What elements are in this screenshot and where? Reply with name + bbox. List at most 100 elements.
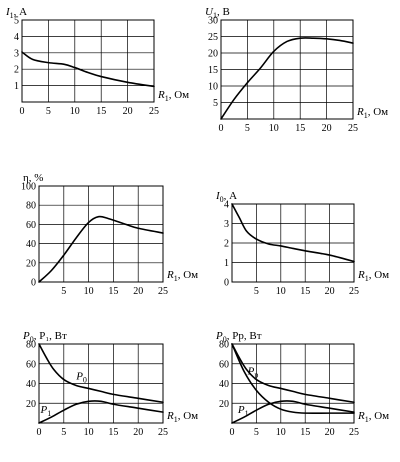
x-tick-label: 20 bbox=[133, 286, 143, 297]
y-axis-label: U1, В bbox=[205, 6, 230, 20]
x-tick-label: 25 bbox=[158, 286, 168, 297]
y-tick-label: 2 bbox=[224, 239, 229, 250]
chart-p0p-grid bbox=[232, 344, 354, 423]
x-tick-label: 5 bbox=[61, 286, 66, 297]
y-tick-label: 4 bbox=[14, 32, 19, 43]
y-tick-label: 80 bbox=[26, 201, 36, 212]
x-tick-label: 10 bbox=[276, 286, 286, 297]
x-axis-label-unit: , Ом bbox=[369, 410, 389, 422]
y-tick-label: 60 bbox=[26, 359, 36, 370]
x-tick-label: 0 bbox=[230, 427, 235, 438]
y-axis-label-symbol: I bbox=[215, 190, 221, 202]
y-tick-label: 2 bbox=[14, 65, 19, 76]
x-axis-label-subscript: 1 bbox=[364, 111, 368, 120]
x-tick-label: 20 bbox=[133, 427, 143, 438]
y-tick-label: 40 bbox=[26, 239, 36, 250]
x-tick-label: 0 bbox=[219, 123, 224, 134]
x-axis-label-subscript: 1 bbox=[365, 274, 369, 283]
curve-label-subscript: 0 bbox=[83, 376, 87, 385]
y-tick-label: 80 bbox=[26, 340, 36, 351]
series-line bbox=[231, 203, 355, 263]
x-axis-label: R1, Ом bbox=[356, 106, 388, 120]
y-tick-label: 20 bbox=[208, 49, 218, 60]
x-tick-label: 10 bbox=[84, 427, 94, 438]
x-tick-label: 25 bbox=[349, 286, 359, 297]
chart-eta-frame bbox=[38, 185, 164, 283]
x-axis-label-symbol: R bbox=[166, 410, 174, 422]
y-tick-label: 20 bbox=[26, 258, 36, 269]
x-axis-label-symbol: R bbox=[166, 269, 174, 281]
curve-label: P1 bbox=[39, 404, 51, 418]
y-axis-label: P0, P₁, Вт bbox=[22, 330, 67, 344]
curve-label: P0 bbox=[75, 371, 87, 385]
y-axis-label: P0, Pp, Вт bbox=[215, 330, 262, 344]
curve-label-subscript: 1 bbox=[47, 409, 51, 418]
y-axis-label-subscript: 1 bbox=[10, 11, 14, 20]
series-line bbox=[21, 51, 155, 88]
curve-label: Pp bbox=[247, 366, 259, 380]
x-axis-label: R1, Ом bbox=[166, 410, 198, 424]
x-axis-label-unit: , Ом bbox=[169, 89, 189, 101]
curve-label-symbol: P bbox=[75, 371, 83, 383]
y-tick-label: 25 bbox=[208, 32, 218, 43]
y-tick-label: 1 bbox=[224, 258, 229, 269]
series-line-p1 bbox=[38, 400, 164, 424]
series-line-pp bbox=[231, 343, 355, 415]
y-axis-label-symbol: U bbox=[205, 6, 214, 18]
x-tick-label: 20 bbox=[123, 106, 133, 117]
x-tick-label: 5 bbox=[254, 427, 259, 438]
y-tick-label: 0 bbox=[224, 278, 229, 289]
x-tick-label: 25 bbox=[349, 427, 359, 438]
x-axis-label-symbol: R bbox=[356, 106, 364, 118]
y-tick-label: 30 bbox=[208, 16, 218, 27]
chart-i1-grid bbox=[22, 20, 154, 102]
y-tick-label: 3 bbox=[224, 219, 229, 230]
y-axis-label-unit: , P₁, Вт bbox=[34, 330, 67, 342]
x-tick-label: 0 bbox=[20, 106, 25, 117]
y-tick-label: 15 bbox=[208, 65, 218, 76]
y-tick-label: 80 bbox=[219, 340, 229, 351]
y-tick-label: 20 bbox=[26, 399, 36, 410]
chart-i0-grid bbox=[232, 204, 354, 282]
x-axis-label-subscript: 1 bbox=[174, 274, 178, 283]
x-axis-label-subscript: 1 bbox=[174, 415, 178, 424]
curve-label-symbol: P bbox=[247, 366, 255, 378]
x-tick-label: 25 bbox=[158, 427, 168, 438]
x-tick-label: 10 bbox=[70, 106, 80, 117]
x-axis-label-subscript: 1 bbox=[165, 94, 169, 103]
y-tick-label: 40 bbox=[26, 379, 36, 390]
y-tick-label: 60 bbox=[219, 359, 229, 370]
series-line-p0 bbox=[231, 343, 355, 404]
y-axis-label: η, % bbox=[23, 172, 43, 184]
series-line bbox=[220, 37, 354, 120]
x-axis-label-subscript: 1 bbox=[365, 415, 369, 424]
y-tick-label: 0 bbox=[31, 278, 36, 289]
y-tick-label: 5 bbox=[213, 98, 218, 109]
x-axis-label-unit: , Ом bbox=[369, 269, 389, 281]
x-axis-label-unit: , Ом bbox=[178, 269, 198, 281]
chart-p0p-frame bbox=[231, 343, 355, 424]
y-tick-label: 5 bbox=[14, 16, 19, 27]
y-tick-label: 10 bbox=[208, 82, 218, 93]
y-axis-label-unit: , В bbox=[217, 6, 230, 18]
x-tick-label: 5 bbox=[46, 106, 51, 117]
x-tick-label: 25 bbox=[149, 106, 159, 117]
y-axis-label-subscript: 0 bbox=[30, 335, 34, 344]
x-tick-label: 20 bbox=[325, 427, 335, 438]
chart-i0-frame bbox=[231, 203, 355, 283]
x-axis-label-unit: , Ом bbox=[368, 106, 388, 118]
curve-label-symbol: P bbox=[39, 404, 47, 416]
y-axis-label-unit: , % bbox=[29, 172, 44, 184]
x-tick-label: 5 bbox=[61, 427, 66, 438]
y-axis-label: I0, А bbox=[215, 190, 237, 204]
chart-u1-grid bbox=[221, 20, 353, 119]
curve-label-symbol: P bbox=[237, 404, 245, 416]
series-line bbox=[38, 215, 164, 283]
x-axis-label-symbol: R bbox=[157, 89, 165, 101]
curve-label-subscript: p bbox=[254, 371, 258, 380]
chart-p01-frame bbox=[38, 343, 164, 424]
x-tick-label: 20 bbox=[325, 286, 335, 297]
